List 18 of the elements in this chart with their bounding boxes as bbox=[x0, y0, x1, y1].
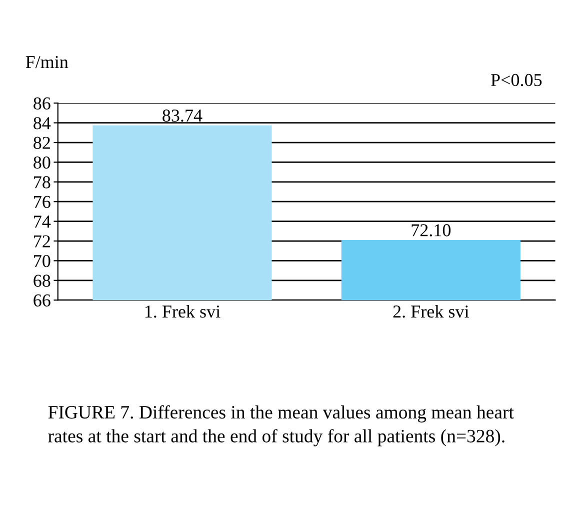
caption: FIGURE 7. Differences in the mean values among mean heart rates at the start and the end of study for all patients (n=328). bbox=[48, 405, 514, 446]
data-label: 83.74 bbox=[162, 110, 202, 122]
x-tick-label: 2. Frek svi bbox=[393, 304, 469, 318]
data-label: 72.10 bbox=[412, 224, 451, 236]
y-axis-title: F/min bbox=[26, 56, 68, 68]
y-tick-label: 76 bbox=[34, 196, 50, 208]
y-tick-label: 82 bbox=[34, 136, 50, 149]
y-tick-label: 78 bbox=[34, 176, 50, 188]
y-tick-label: 72 bbox=[34, 235, 50, 248]
y-tick-label: 84 bbox=[34, 117, 51, 130]
x-tick-label: 1. Frek svi bbox=[145, 304, 220, 318]
y-tick-label: 66 bbox=[34, 294, 50, 307]
y-tick-label: 86 bbox=[34, 97, 50, 110]
y-tick-label: 68 bbox=[34, 274, 50, 287]
y-tick-label: 80 bbox=[34, 156, 50, 169]
y-tick-label: 70 bbox=[34, 254, 50, 268]
text: P<0.05 bbox=[491, 74, 542, 86]
y-tick-label: 74 bbox=[34, 216, 51, 228]
